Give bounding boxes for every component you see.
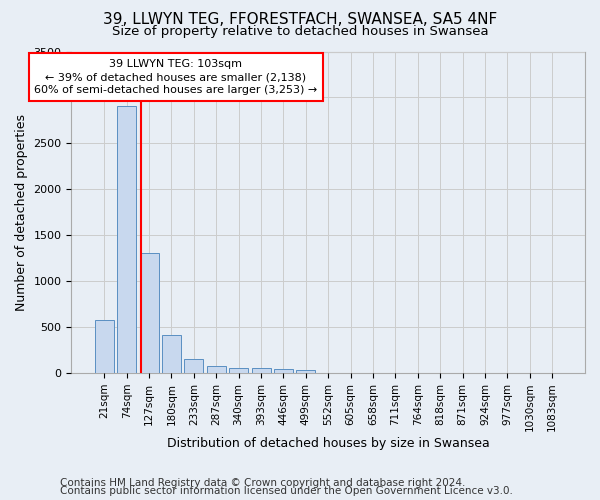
Bar [274,369,293,373]
Bar [251,368,271,373]
Text: 39, LLWYN TEG, FFORESTFACH, SWANSEA, SA5 4NF: 39, LLWYN TEG, FFORESTFACH, SWANSEA, SA5… [103,12,497,28]
Text: Contains HM Land Registry data © Crown copyright and database right 2024.: Contains HM Land Registry data © Crown c… [60,478,466,488]
Bar [229,368,248,373]
Text: 39 LLWYN TEG: 103sqm
← 39% of detached houses are smaller (2,138)
60% of semi-de: 39 LLWYN TEG: 103sqm ← 39% of detached h… [34,59,317,96]
Bar [296,370,316,373]
Bar [95,320,114,373]
Bar [117,106,136,373]
Y-axis label: Number of detached properties: Number of detached properties [15,114,28,311]
Text: Size of property relative to detached houses in Swansea: Size of property relative to detached ho… [112,25,488,38]
X-axis label: Distribution of detached houses by size in Swansea: Distribution of detached houses by size … [167,437,490,450]
Text: Contains public sector information licensed under the Open Government Licence v3: Contains public sector information licen… [60,486,513,496]
Bar [184,360,203,373]
Bar [140,252,158,373]
Bar [207,366,226,373]
Bar [162,335,181,373]
